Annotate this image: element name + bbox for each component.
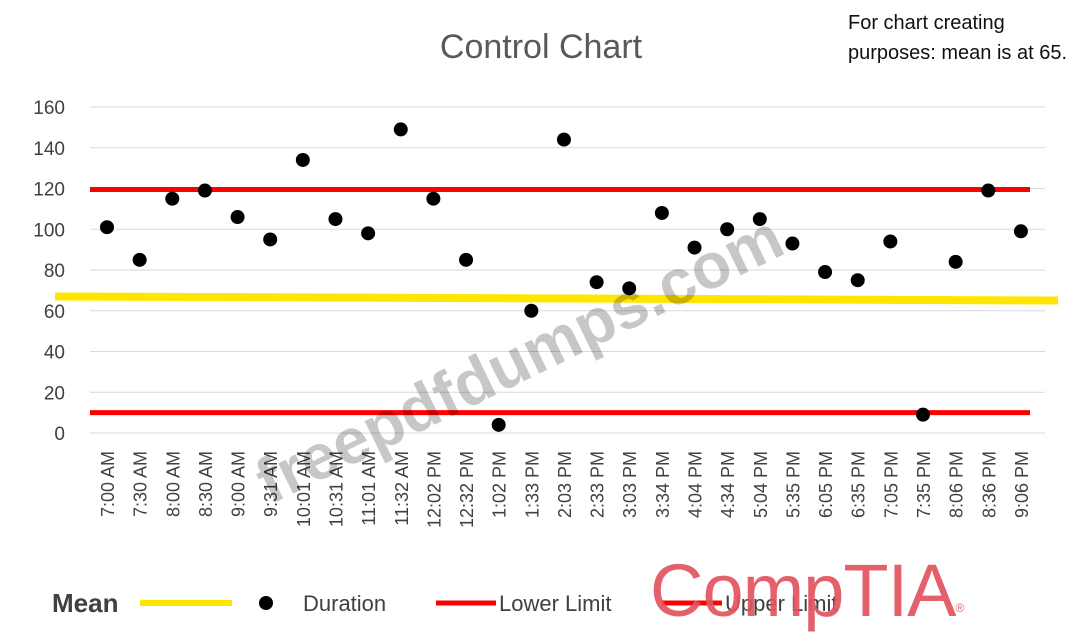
x-tick-label: 8:00 AM [163, 451, 183, 517]
data-point [295, 152, 310, 167]
x-tick-label: 6:05 PM [816, 451, 836, 518]
x-tick-label: 10:31 AM [326, 451, 346, 527]
x-tick-label: 4:04 PM [686, 451, 706, 518]
comptia-logo: CompTIA® [650, 549, 964, 632]
y-tick-label: 140 [33, 139, 65, 160]
data-point [785, 236, 800, 251]
data-point [491, 417, 506, 432]
data-point [132, 252, 147, 267]
legend-label-mean: Mean [52, 588, 118, 618]
x-tick-label: 8:06 PM [947, 451, 967, 518]
y-tick-label: 100 [33, 220, 65, 241]
chart-title: Control Chart [440, 28, 643, 66]
data-point [100, 220, 114, 235]
x-tick-label: 9:00 AM [229, 451, 249, 517]
y-tick-label: 60 [44, 302, 65, 323]
x-tick-label: 1:02 PM [490, 451, 510, 518]
data-point [524, 303, 539, 318]
watermark-text: freepdfdumps.com [245, 200, 794, 517]
data-point [426, 191, 441, 206]
legend-label-upper: Upper Limit [725, 591, 837, 616]
data-point [1013, 224, 1028, 239]
y-tick-label: 40 [44, 343, 65, 364]
logo-text: CompTIA [650, 549, 957, 632]
data-point [328, 212, 343, 227]
chart-note: For chart creating purposes: mean is at … [848, 12, 1068, 64]
x-tick-label: 7:35 PM [914, 451, 934, 518]
y-tick-label: 80 [44, 261, 65, 282]
data-point [393, 122, 408, 137]
data-point [459, 252, 474, 267]
x-tick-label: 8:36 PM [979, 451, 999, 518]
legend-swatch-duration [259, 596, 273, 610]
x-tick-label: 12:02 PM [424, 451, 444, 528]
mean-line [54, 292, 1059, 305]
data-point [197, 183, 212, 198]
x-tick-label: 11:32 AM [392, 451, 412, 526]
x-tick-label: 10:01 AM [294, 451, 314, 527]
data-point [752, 212, 767, 227]
y-tick-label: 120 [33, 180, 65, 201]
x-tick-label: 8:30 AM [196, 451, 216, 517]
y-tick-label: 0 [54, 424, 65, 445]
x-tick-label: 2:03 PM [555, 451, 575, 518]
data-point [230, 210, 245, 225]
data-point [850, 273, 865, 288]
x-tick-label: 5:04 PM [751, 451, 771, 518]
x-tick-label: 5:35 PM [783, 451, 803, 518]
data-point [687, 240, 702, 255]
data-point [818, 265, 833, 280]
y-tick-label: 20 [44, 383, 65, 404]
data-point [883, 234, 898, 249]
data-point [720, 222, 735, 237]
data-point [165, 191, 180, 206]
x-tick-label: 7:30 AM [131, 451, 151, 517]
data-point [589, 275, 604, 290]
x-tick-label: 1:33 PM [522, 451, 542, 518]
legend-label-lower: Lower Limit [499, 591, 611, 616]
y-tick-label: 160 [33, 98, 65, 119]
x-tick-label: 3:34 PM [653, 451, 673, 518]
data-point [916, 407, 930, 422]
data-point [981, 183, 996, 198]
x-tick-label: 12:32 PM [457, 451, 477, 528]
x-tick-label: 2:33 PM [588, 451, 608, 518]
x-tick-label: 11:01 AM [359, 451, 379, 526]
data-point [622, 281, 637, 296]
x-tick-label: 9:31 AM [261, 451, 281, 517]
x-tick-label: 7:00 AM [98, 451, 118, 517]
data-point [948, 254, 963, 269]
x-tick-label: 9:06 PM [1012, 451, 1032, 518]
data-point [263, 232, 278, 247]
data-point [654, 205, 669, 220]
legend-label-duration: Duration [303, 591, 386, 616]
x-tick-label: 3:03 PM [620, 451, 640, 518]
data-point [361, 226, 376, 241]
data-point [556, 132, 571, 147]
x-tick-label: 7:05 PM [881, 451, 901, 518]
x-tick-label: 6:35 PM [849, 451, 869, 518]
x-tick-label: 4:34 PM [718, 451, 738, 518]
